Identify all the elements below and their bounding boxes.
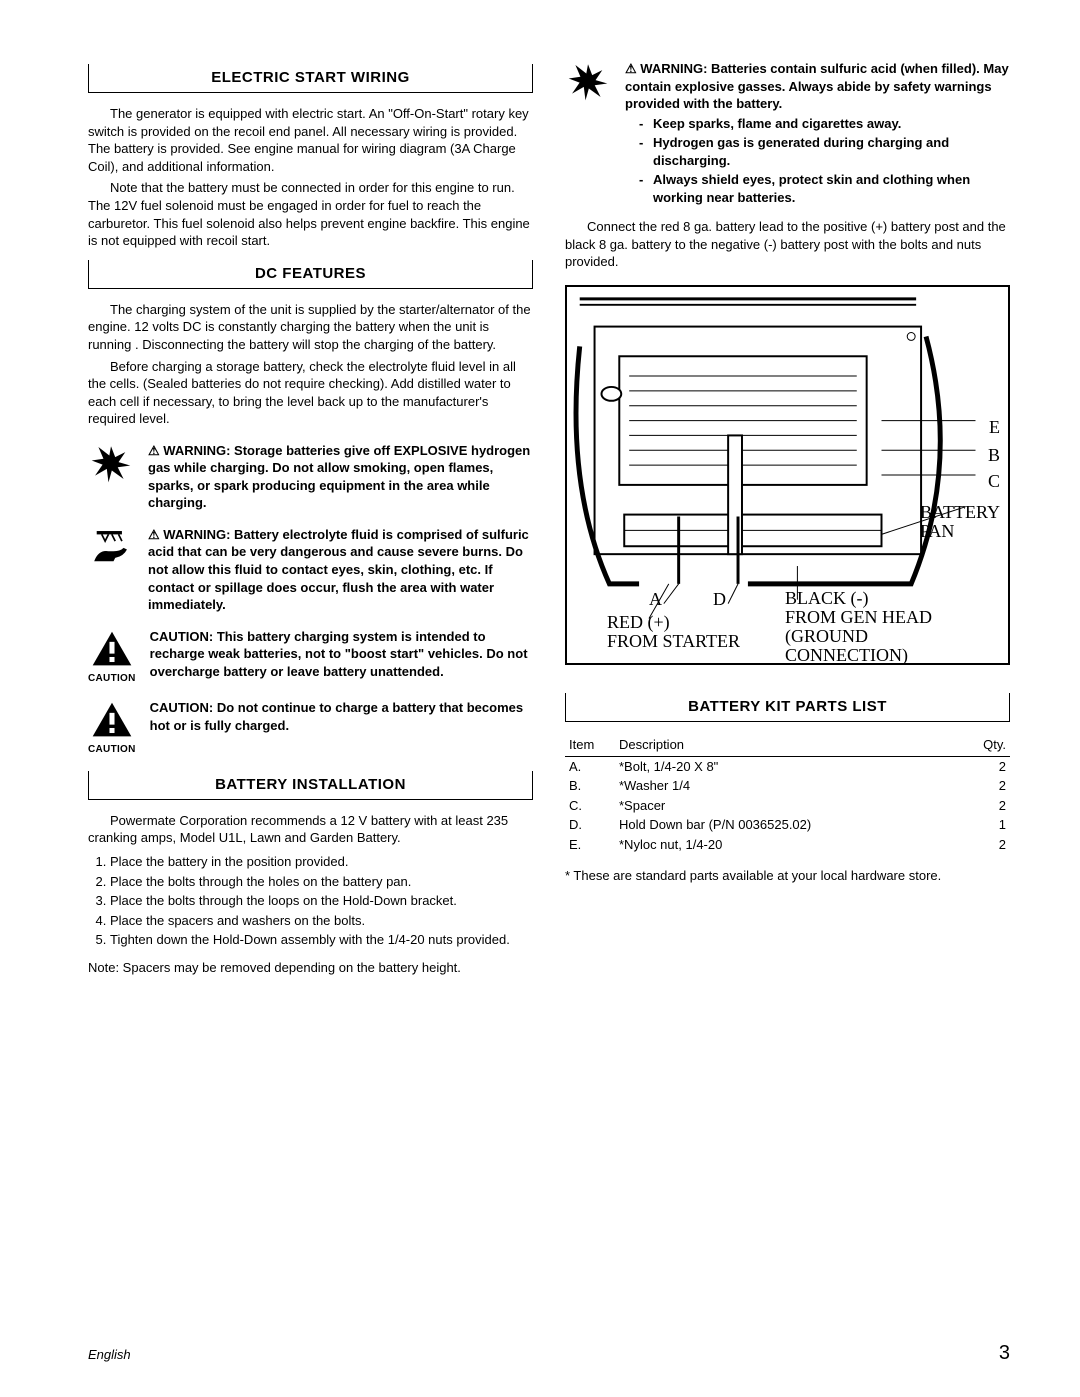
list-item: Place the bolts through the holes on the… <box>110 873 533 891</box>
th-item: Item <box>565 734 615 756</box>
warning-bullets: Keep sparks, flame and cigarettes away. … <box>625 115 1010 207</box>
heading-dc-features: DC FEATURES <box>88 260 533 289</box>
list-item: Place the spacers and washers on the bol… <box>110 912 533 930</box>
heading-battery-install: BATTERY INSTALLATION <box>88 771 533 800</box>
list-item: Hydrogen gas is generated during chargin… <box>639 134 1010 169</box>
left-column: ELECTRIC START WIRING The generator is e… <box>88 60 533 980</box>
diagram-label-a: A <box>649 587 662 611</box>
manual-page: ELECTRIC START WIRING The generator is e… <box>0 0 1080 1397</box>
warning-battery-sulfuric: ⚠ WARNING: Batteries contain sulfuric ac… <box>565 60 1010 208</box>
caution-label: CAUTION <box>88 672 136 686</box>
diagram-label-c: C <box>988 469 1000 493</box>
warning-text: ⚠ WARNING: Batteries contain sulfuric ac… <box>625 60 1010 208</box>
list-item: Place the battery in the position provid… <box>110 853 533 871</box>
cell: A. <box>565 756 615 776</box>
diagram-label-battery-pan: BATTERYPAN <box>920 503 1000 541</box>
table-header-row: Item Description Qty. <box>565 734 1010 756</box>
table-row: A.*Bolt, 1/4-20 X 8"2 <box>565 756 1010 776</box>
caution-triangle-icon: CAUTION <box>88 699 136 757</box>
caution-triangle-icon: CAUTION <box>88 628 136 686</box>
warning-text: ⚠ WARNING: Battery electrolyte fluid is … <box>148 526 533 614</box>
paragraph: Note that the battery must be connected … <box>88 179 533 249</box>
cell: *Washer 1/4 <box>615 776 960 796</box>
diagram-label-d: D <box>713 587 726 611</box>
warning-body: WARNING: Battery electrolyte fluid is co… <box>148 527 529 612</box>
warning-text: ⚠ WARNING: Storage batteries give off EX… <box>148 442 533 512</box>
cell: 1 <box>960 815 1010 835</box>
caution-hot-battery: CAUTION CAUTION: Do not continue to char… <box>88 699 533 757</box>
explosion-icon <box>565 60 611 102</box>
cell: *Bolt, 1/4-20 X 8" <box>615 756 960 776</box>
warning-explosion: ⚠ WARNING: Storage batteries give off EX… <box>88 442 533 512</box>
diagram-label-black: BLACK (-)FROM GEN HEAD(GROUNDCONNECTION) <box>785 589 932 665</box>
th-qty: Qty. <box>960 734 1010 756</box>
cell: *Nyloc nut, 1/4-20 <box>615 835 960 855</box>
paragraph: Connect the red 8 ga. battery lead to th… <box>565 218 1010 271</box>
heading-parts-list: BATTERY KIT PARTS LIST <box>565 693 1010 722</box>
paragraph: Before charging a storage battery, check… <box>88 358 533 428</box>
warning-body: WARNING: Batteries contain sulfuric acid… <box>625 61 1009 111</box>
columns: ELECTRIC START WIRING The generator is e… <box>88 60 1010 980</box>
heading-electric-start: ELECTRIC START WIRING <box>88 64 533 93</box>
paragraph: Powermate Corporation recommends a 12 V … <box>88 812 533 847</box>
warning-acid: ⚠ WARNING: Battery electrolyte fluid is … <box>88 526 533 614</box>
cell: *Spacer <box>615 796 960 816</box>
warning-body: WARNING: Storage batteries give off EXPL… <box>148 443 530 511</box>
paragraph: The charging system of the unit is suppl… <box>88 301 533 354</box>
cell: B. <box>565 776 615 796</box>
install-steps-list: Place the battery in the position provid… <box>88 853 533 949</box>
table-footnote: * These are standard parts available at … <box>565 867 1010 885</box>
parts-table: Item Description Qty. A.*Bolt, 1/4-20 X … <box>565 734 1010 854</box>
note-text: Note: Spacers may be removed depending o… <box>88 959 533 977</box>
list-item: Tighten down the Hold-Down assembly with… <box>110 931 533 949</box>
table-row: B.*Washer 1/42 <box>565 776 1010 796</box>
caution-overcharge: CAUTION CAUTION: This battery charging s… <box>88 628 533 686</box>
explosion-icon <box>88 442 134 484</box>
diagram-label-red: RED (+)FROM STARTER <box>607 613 740 651</box>
list-item: Keep sparks, flame and cigarettes away. <box>639 115 1010 133</box>
cell: C. <box>565 796 615 816</box>
list-item: Always shield eyes, protect skin and clo… <box>639 171 1010 206</box>
cell: 2 <box>960 756 1010 776</box>
cell: D. <box>565 815 615 835</box>
right-column: ⚠ WARNING: Batteries contain sulfuric ac… <box>565 60 1010 980</box>
cell: 2 <box>960 835 1010 855</box>
footer-language: English <box>88 1346 131 1364</box>
paragraph: The generator is equipped with electric … <box>88 105 533 175</box>
caution-text: CAUTION: Do not continue to charge a bat… <box>150 699 533 734</box>
list-item: Place the bolts through the loops on the… <box>110 892 533 910</box>
th-desc: Description <box>615 734 960 756</box>
cell: 2 <box>960 776 1010 796</box>
caution-text: CAUTION: This battery charging system is… <box>150 628 533 681</box>
cell: E. <box>565 835 615 855</box>
table-row: D.Hold Down bar (P/N 0036525.02)1 <box>565 815 1010 835</box>
page-footer: English 3 <box>88 1340 1010 1367</box>
footer-page-number: 3 <box>999 1340 1010 1367</box>
acid-hand-icon <box>88 526 134 568</box>
caution-label: CAUTION <box>88 743 136 757</box>
cell: Hold Down bar (P/N 0036525.02) <box>615 815 960 835</box>
cell: 2 <box>960 796 1010 816</box>
battery-diagram: E B C BATTERYPAN A D RED (+)FROM STARTER… <box>565 285 1010 665</box>
table-row: E.*Nyloc nut, 1/4-202 <box>565 835 1010 855</box>
parts-tbody: A.*Bolt, 1/4-20 X 8"2 B.*Washer 1/42 C.*… <box>565 756 1010 854</box>
diagram-label-b: B <box>988 443 1000 467</box>
diagram-label-e: E <box>989 415 1000 439</box>
table-row: C.*Spacer2 <box>565 796 1010 816</box>
